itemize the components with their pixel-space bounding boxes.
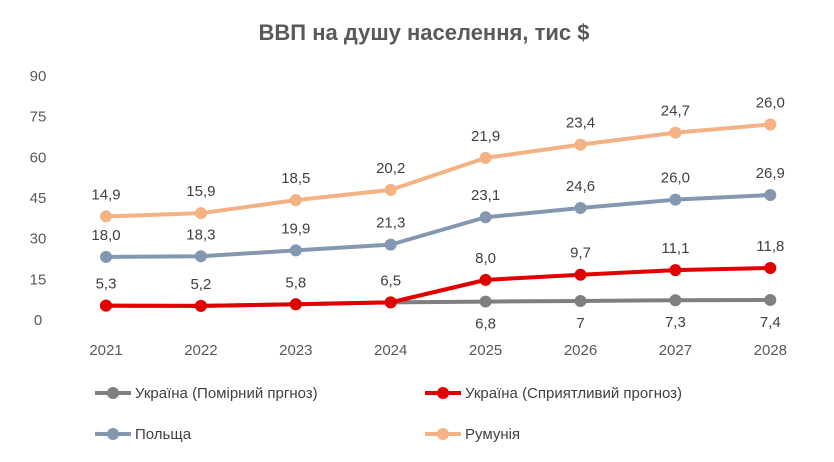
data-label: 6,8	[475, 316, 496, 333]
data-point	[574, 295, 587, 308]
y-tick-label: 60	[30, 149, 47, 166]
x-tick-label: 2027	[659, 342, 692, 359]
series-line	[105, 193, 771, 259]
data-label: 26,0	[661, 170, 690, 187]
data-label: 18,5	[281, 170, 310, 187]
y-tick-label: 0	[34, 312, 42, 329]
legend-marker	[437, 387, 449, 399]
data-label: 9,7	[570, 245, 591, 262]
data-point	[574, 202, 587, 215]
data-point	[764, 118, 777, 131]
data-point	[479, 295, 492, 308]
data-label: 23,1	[471, 187, 500, 204]
x-tick-label: 2026	[564, 342, 597, 359]
data-point	[479, 151, 492, 164]
data-label: 7,4	[760, 314, 781, 331]
data-label: 24,7	[661, 103, 690, 120]
data-point	[479, 273, 492, 286]
data-point	[574, 268, 587, 281]
data-point	[764, 189, 777, 202]
data-point	[100, 210, 112, 223]
data-label: 23,4	[566, 115, 595, 132]
data-point	[384, 183, 397, 196]
data-point	[764, 261, 777, 274]
data-label: 7	[576, 315, 584, 332]
y-tick-label: 75	[30, 109, 47, 126]
data-point	[669, 294, 682, 307]
legend-marker	[107, 387, 119, 399]
data-label: 15,9	[186, 183, 215, 200]
data-point	[289, 298, 302, 311]
data-label: 21,3	[376, 215, 405, 232]
data-label: 7,3	[665, 314, 686, 331]
data-label: 26,0	[756, 95, 785, 112]
y-tick-label: 15	[30, 271, 47, 288]
data-label: 11,1	[661, 240, 689, 257]
data-label: 5,2	[190, 276, 211, 293]
data-label: 19,9	[281, 220, 310, 237]
legend-label: Україна (Сприятливий прогноз)	[465, 385, 682, 402]
series-line	[105, 122, 771, 219]
legend-label: Румунія	[465, 426, 520, 443]
data-point	[289, 194, 302, 207]
legend-label: Польща	[135, 426, 192, 443]
y-tick-label: 90	[30, 68, 47, 85]
data-label: 20,2	[376, 160, 405, 177]
legend-marker	[437, 428, 449, 440]
data-point	[384, 296, 397, 309]
data-label: 11,8	[756, 238, 784, 255]
x-tick-label: 2024	[374, 342, 407, 359]
data-label: 18,0	[91, 227, 120, 244]
x-tick-label: 2021	[89, 342, 122, 359]
data-point	[669, 126, 682, 139]
x-tick-label: 2025	[469, 342, 502, 359]
data-label: 21,9	[471, 128, 500, 145]
legend-label: Україна (Помірний пргноз)	[135, 385, 318, 402]
data-point	[289, 244, 302, 257]
data-label: 8,0	[475, 250, 496, 267]
data-label: 26,9	[756, 165, 785, 182]
data-point	[764, 293, 777, 306]
data-point	[669, 193, 682, 206]
chart-title: ВВП на душу населення, тис $	[259, 20, 590, 45]
legend-marker	[107, 428, 119, 440]
data-label: 5,8	[285, 274, 306, 291]
data-point	[479, 211, 492, 224]
data-label: 24,6	[566, 178, 595, 195]
data-point	[100, 250, 112, 263]
series-line	[105, 265, 771, 308]
y-tick-label: 30	[30, 231, 47, 248]
x-tick-label: 2022	[184, 342, 217, 359]
data-point	[194, 250, 207, 263]
data-label: 18,3	[186, 226, 215, 243]
y-tick-label: 45	[30, 190, 47, 207]
x-tick-label: 2023	[279, 342, 312, 359]
data-label: 6,5	[380, 272, 401, 289]
data-label: 14,9	[91, 186, 120, 203]
data-point	[384, 238, 397, 251]
data-point	[194, 207, 207, 220]
data-label: 5,3	[96, 276, 117, 293]
data-point	[100, 299, 112, 312]
data-point	[194, 299, 207, 312]
data-point	[574, 138, 587, 151]
data-point	[669, 264, 682, 277]
x-tick-label: 2028	[754, 342, 787, 359]
